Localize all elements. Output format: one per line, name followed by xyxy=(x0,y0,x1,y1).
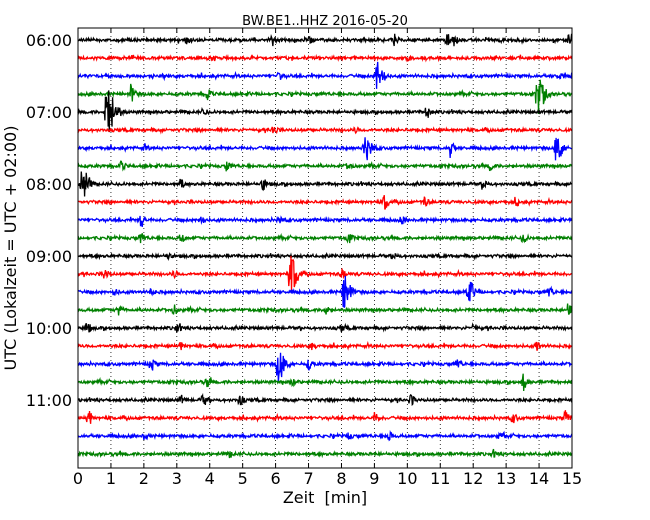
x-tick-label: 6 xyxy=(271,469,281,488)
trace-1045 xyxy=(77,373,573,392)
trace-1130 xyxy=(77,429,573,442)
trace-0830 xyxy=(77,215,573,228)
y-tick-label: 06:00 xyxy=(26,31,72,50)
grid-lines xyxy=(110,28,540,468)
x-tick-label: 11 xyxy=(430,469,450,488)
y-tick-label: 07:00 xyxy=(26,103,72,122)
x-tick-label: 7 xyxy=(303,469,313,488)
y-tick-label: 08:00 xyxy=(26,175,72,194)
x-tick-label: 10 xyxy=(397,469,417,488)
x-tick-group: 0 1 2 3 4 5 6 7 8 9 10 11 12 13 14 15 xyxy=(73,28,582,488)
x-tick-label: 15 xyxy=(562,469,582,488)
trace-group xyxy=(77,33,573,459)
x-tick-label: 3 xyxy=(172,469,182,488)
trace-0800 xyxy=(77,171,573,197)
x-tick-label: 13 xyxy=(496,469,516,488)
x-tick-label: 8 xyxy=(336,469,346,488)
trace-1100 xyxy=(77,392,573,407)
trace-0900 xyxy=(77,252,573,262)
x-tick-label: 14 xyxy=(529,469,549,488)
y-tick-label: 10:00 xyxy=(26,319,72,338)
trace-0600 xyxy=(77,33,573,47)
y-axis-label: UTC (Lokalzeit = UTC + 02:00) xyxy=(1,126,20,371)
trace-0745 xyxy=(77,160,573,172)
trace-0715 xyxy=(77,126,573,135)
x-tick-label: 1 xyxy=(106,469,116,488)
trace-0730 xyxy=(77,137,573,161)
trace-1115 xyxy=(77,410,573,424)
trace-0700 xyxy=(77,90,573,133)
trace-0815 xyxy=(77,194,573,210)
x-tick-label: 2 xyxy=(139,469,149,488)
y-tick-label: 09:00 xyxy=(26,247,72,266)
trace-0615 xyxy=(77,53,573,63)
x-tick-label: 0 xyxy=(73,469,83,488)
y-tick-group: 06:00 07:00 08:00 09:00 10:00 11:00 xyxy=(26,31,572,410)
x-axis-label: Zeit [min] xyxy=(283,488,367,507)
chart-title: BW.BE1..HHZ 2016-05-20 xyxy=(242,14,408,29)
x-tick-label: 5 xyxy=(238,469,248,488)
trace-0930 xyxy=(77,275,573,308)
y-tick-label: 11:00 xyxy=(26,391,72,410)
x-tick-label: 4 xyxy=(205,469,215,488)
x-tick-label: 9 xyxy=(369,469,379,488)
trace-0915 xyxy=(77,255,573,292)
trace-0945 xyxy=(77,303,573,316)
plot-frame xyxy=(77,27,573,469)
trace-1000 xyxy=(77,322,573,333)
trace-0645 xyxy=(77,79,573,114)
trace-0845 xyxy=(77,233,573,244)
trace-1030 xyxy=(77,352,573,383)
x-tick-label: 12 xyxy=(463,469,483,488)
trace-1145 xyxy=(77,448,573,459)
trace-0630 xyxy=(77,61,573,89)
trace-1015 xyxy=(77,340,573,351)
